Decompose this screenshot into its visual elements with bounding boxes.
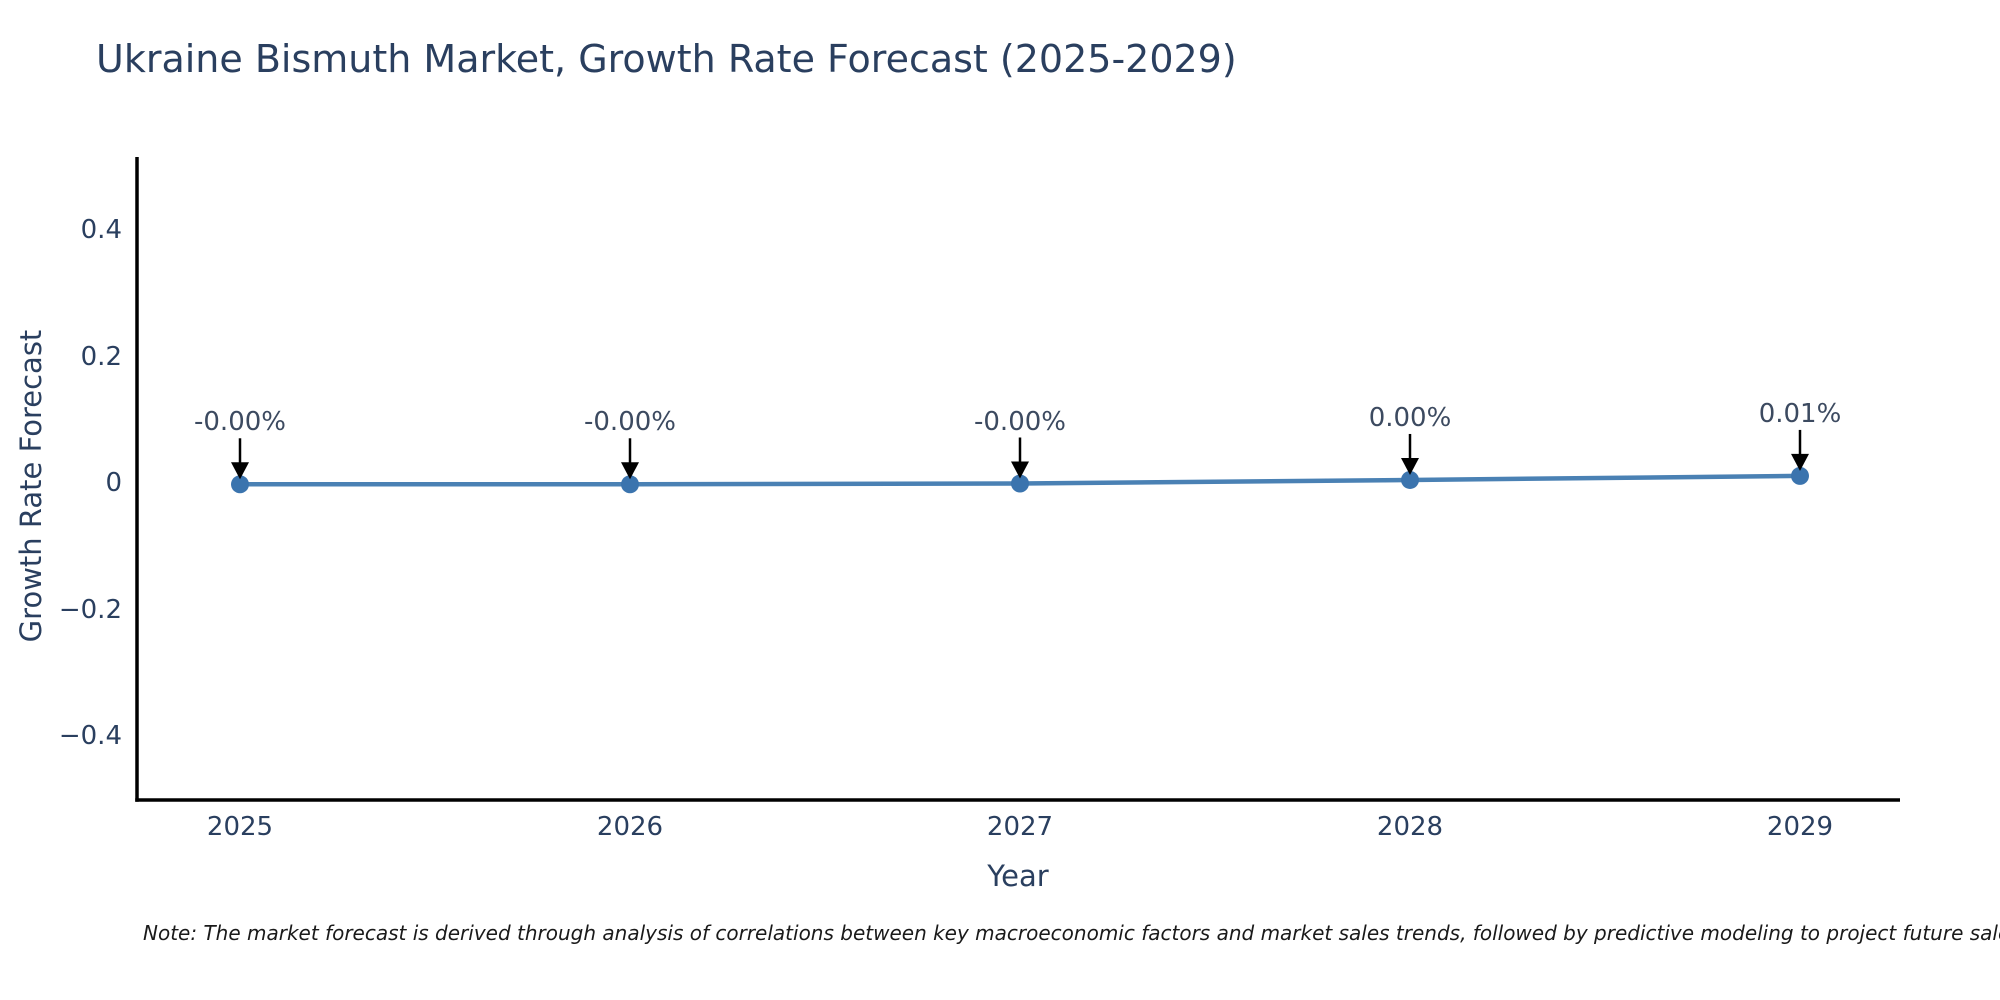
y-tick-label-0: 0 xyxy=(105,468,122,498)
data-point-2025 xyxy=(231,475,249,494)
x-axis-title: Year xyxy=(987,859,1049,893)
x-tick-label-2029: 2029 xyxy=(1766,812,1834,842)
chart-title: Ukraine Bismuth Market, Growth Rate Fore… xyxy=(96,37,1237,81)
point-annotation-2027: -0.00% xyxy=(974,406,1066,437)
x-tick-label-2027: 2027 xyxy=(986,812,1054,842)
data-point-2027 xyxy=(1011,474,1029,493)
point-annotation-2029: 0.01% xyxy=(1758,398,1842,429)
annotation-arrow-head-2028 xyxy=(1401,457,1419,475)
footnote: Note: The market forecast is derived thr… xyxy=(143,921,2000,945)
point-annotation-2028: 0.00% xyxy=(1368,402,1452,433)
data-point-2028 xyxy=(1401,470,1419,489)
x-tick-label-2026: 2026 xyxy=(596,812,664,842)
x-tick-label-2025: 2025 xyxy=(206,812,274,842)
annotation-arrow-head-2027 xyxy=(1011,461,1029,479)
point-annotation-2025: -0.00% xyxy=(194,407,286,438)
annotation-arrow-head-2026 xyxy=(621,462,639,480)
y-tick-label-0.4: 0.4 xyxy=(80,215,122,245)
annotation-arrow-head-2025 xyxy=(231,462,249,480)
x-tick-label-2028: 2028 xyxy=(1376,812,1444,842)
y-tick-label-0.2: 0.2 xyxy=(80,341,122,372)
data-point-2026 xyxy=(621,475,639,494)
y-tick-label-−0.4: −0.4 xyxy=(58,721,122,751)
point-annotation-2026: -0.00% xyxy=(584,407,676,438)
data-point-2029 xyxy=(1791,466,1809,485)
annotation-arrow-head-2029 xyxy=(1791,453,1809,471)
y-tick-label-−0.2: −0.2 xyxy=(58,594,122,625)
